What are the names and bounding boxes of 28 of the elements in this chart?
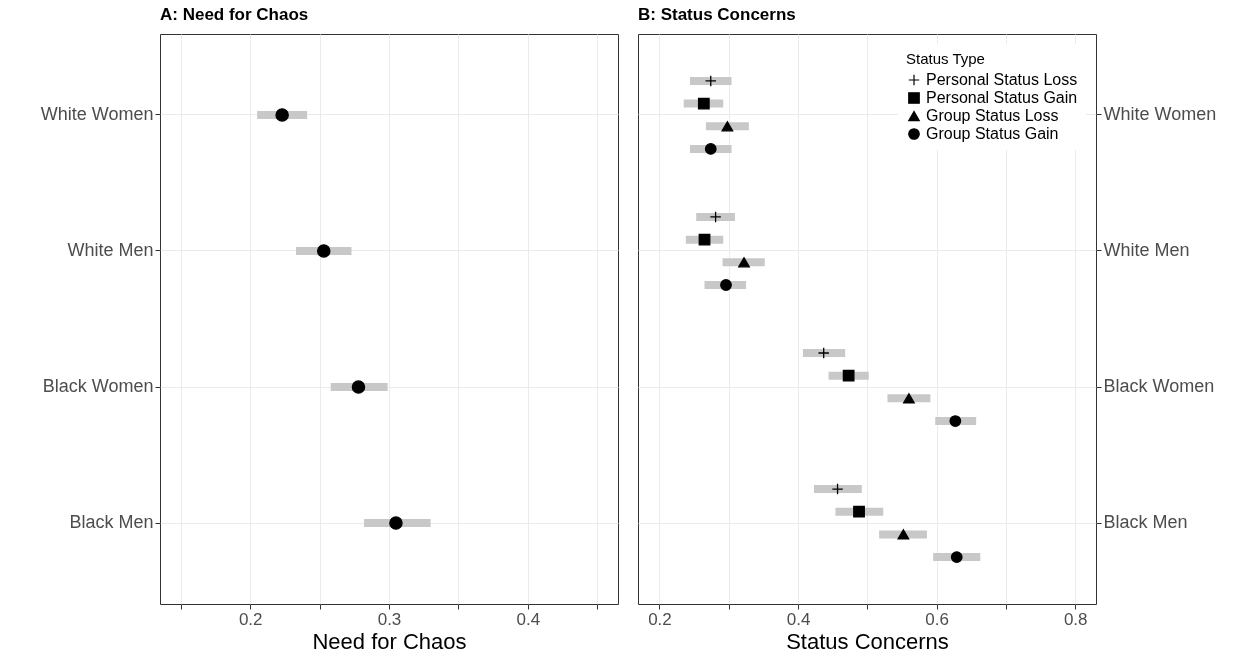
point [317, 244, 331, 258]
x-tick-label: 0.4 [516, 609, 541, 629]
x-tick-label: 0.3 [377, 609, 402, 629]
chart-title: A: Need for Chaos [160, 5, 309, 24]
y-tick-label: White Women [40, 103, 154, 124]
x-tick-label: 0.6 [925, 609, 949, 629]
point [275, 108, 289, 122]
x-tick-label: 0.2 [238, 609, 263, 629]
y-tick-label: Black Men [1103, 512, 1188, 533]
point [389, 516, 403, 530]
legend-label: Group Status Gain [926, 125, 1059, 142]
y-tick-label: White Men [1103, 239, 1190, 260]
x-axis-title: Need for Chaos [312, 628, 467, 654]
y-tick-label: White Men [67, 239, 154, 260]
y-tick-label: Black Men [69, 512, 154, 533]
legend-label: Personal Status Loss [926, 71, 1078, 88]
legend-label: Group Status Loss [926, 107, 1059, 124]
point [351, 380, 366, 394]
x-tick-label: 0.4 [786, 609, 811, 629]
x-tick-label: 0.8 [1063, 609, 1088, 629]
legend-title: Status Type [906, 50, 985, 67]
x-axis-title: Status Concerns [786, 628, 949, 654]
chart-title: B: Status Concerns [638, 5, 796, 24]
y-tick-label: Black Women [1103, 376, 1215, 397]
legend-label: Personal Status Gain [926, 89, 1078, 106]
x-tick-label: 0.2 [648, 609, 672, 629]
y-tick-label: Black Women [42, 376, 154, 397]
y-tick-label: White Women [1103, 103, 1217, 124]
